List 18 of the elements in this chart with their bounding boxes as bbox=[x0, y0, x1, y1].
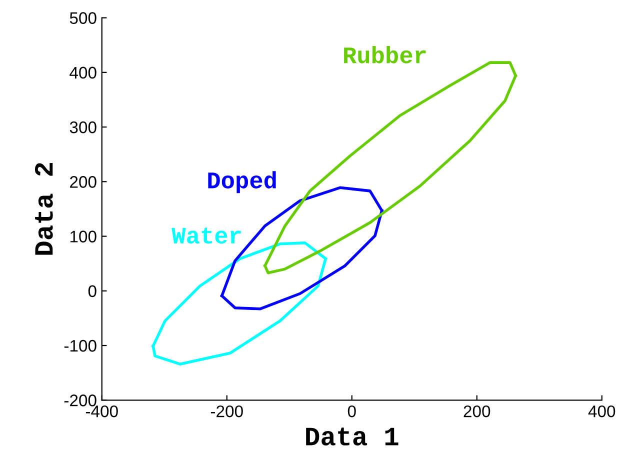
y-tick-label: 0 bbox=[88, 285, 96, 298]
y-tick-label: 300 bbox=[70, 121, 96, 134]
y-tick-label: 200 bbox=[70, 176, 96, 188]
y-axis-title: Data 2 bbox=[34, 163, 53, 255]
x-tick-label: 0 bbox=[348, 405, 356, 418]
series-label: Water bbox=[172, 228, 241, 244]
series-label: Rubber bbox=[344, 46, 426, 64]
x-axis-title: Data 1 bbox=[306, 428, 398, 446]
series-label: Doped bbox=[208, 171, 276, 194]
x-tick-label: 200 bbox=[464, 405, 490, 418]
x-tick-label: -200 bbox=[210, 405, 243, 418]
y-tick-label: 500 bbox=[70, 12, 96, 24]
y-tick-label: 400 bbox=[70, 66, 96, 79]
y-tick-label: 100 bbox=[70, 230, 96, 242]
x-tick-label: -400 bbox=[86, 405, 118, 418]
y-tick-label: -200 bbox=[64, 394, 96, 406]
y-tick-label: -100 bbox=[64, 340, 96, 352]
x-tick-label: 400 bbox=[588, 405, 616, 418]
